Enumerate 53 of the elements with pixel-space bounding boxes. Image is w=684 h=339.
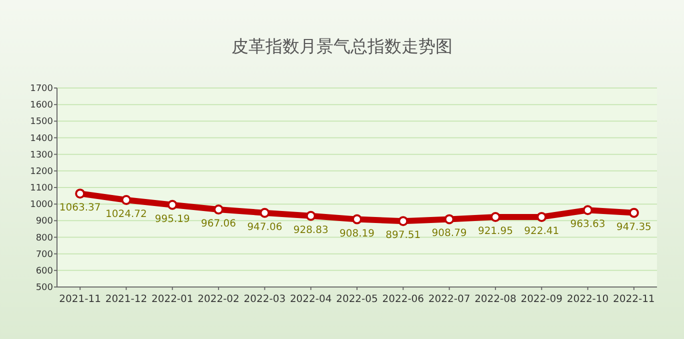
point xyxy=(167,200,178,210)
point xyxy=(444,214,454,224)
data-label: 908.79 xyxy=(432,228,467,240)
point xyxy=(398,216,408,226)
data-label: 922.41 xyxy=(524,226,560,237)
x-tick-label: 2022-10 xyxy=(566,294,609,305)
x-tick-label: 2021-11 xyxy=(59,294,101,305)
x-tick-label: 2022-11 xyxy=(613,294,655,305)
y-tick-label: 1600 xyxy=(30,100,54,111)
data-label: 897.51 xyxy=(386,230,421,242)
x-tick-label: 2022-04 xyxy=(290,294,332,305)
data-label: 947.35 xyxy=(616,222,652,233)
x-tick-label: 2022-07 xyxy=(428,294,470,305)
x-tick-label: 2022-01 xyxy=(151,294,194,305)
point xyxy=(306,210,316,221)
x-tick-label: 2022-09 xyxy=(520,294,563,305)
y-tick-label: 1400 xyxy=(30,134,54,144)
data-label: 1024.72 xyxy=(106,208,147,220)
x-tick-label: 2022-03 xyxy=(244,294,286,305)
point xyxy=(75,188,86,199)
x-tick-label: 2021-12 xyxy=(105,294,148,305)
y-tick-label: 500 xyxy=(36,283,54,293)
x-tick-label: 2022-02 xyxy=(198,294,240,305)
y-tick-label: 1500 xyxy=(30,117,54,128)
point xyxy=(490,212,500,222)
point xyxy=(628,208,639,218)
y-tick-label: 1700 xyxy=(30,84,54,94)
data-label: 963.63 xyxy=(570,219,606,230)
data-label: 928.83 xyxy=(293,224,328,236)
y-tick-label: 800 xyxy=(36,233,54,244)
y-tick-label: 600 xyxy=(36,266,54,276)
y-tick-label: 1300 xyxy=(30,150,54,160)
x-tick-label: 2022-08 xyxy=(474,294,516,305)
point xyxy=(582,205,593,216)
point xyxy=(536,212,547,222)
x-tick-label: 2022-06 xyxy=(382,294,424,305)
y-tick-label: 1200 xyxy=(30,166,54,177)
point xyxy=(214,204,224,215)
point xyxy=(352,214,362,224)
y-tick-label: 700 xyxy=(36,250,54,260)
point xyxy=(260,208,270,218)
y-tick-label: 900 xyxy=(36,216,54,227)
x-tick-label: 2022-05 xyxy=(336,294,378,305)
y-tick-label: 1100 xyxy=(30,184,54,194)
data-label: 908.19 xyxy=(340,228,374,240)
data-label: 995.19 xyxy=(154,214,190,225)
data-label: 947.06 xyxy=(247,222,282,233)
data-label: 967.06 xyxy=(201,218,236,230)
point xyxy=(121,194,132,205)
y-tick-label: 1000 xyxy=(30,200,54,210)
data-label: 921.95 xyxy=(478,226,513,238)
chart-title: 皮革指数月景气总指数走势图 xyxy=(232,37,452,57)
data-label: 1063.37 xyxy=(59,202,101,214)
